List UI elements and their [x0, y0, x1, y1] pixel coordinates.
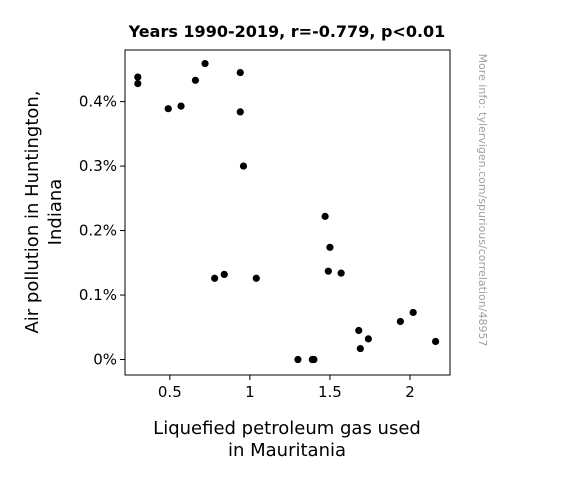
data-point [356, 344, 364, 353]
data-point [236, 68, 244, 77]
data-point [294, 355, 302, 364]
x-tick-label: 2 [405, 383, 415, 401]
chart-title: Years 1990-2019, r=-0.779, p<0.01 [128, 22, 446, 41]
plot-frame [124, 49, 451, 376]
data-point [337, 269, 345, 277]
data-point [220, 270, 228, 279]
data-point [236, 108, 244, 116]
data-point [134, 79, 142, 88]
data-point [201, 59, 209, 68]
watermark-text: More info: tylervigen.com/spurious/corre… [476, 54, 489, 347]
x-tick-label: 1 [245, 383, 255, 401]
data-point [355, 326, 363, 335]
y-tick-label: 0.4% [79, 93, 117, 111]
data-point [396, 317, 404, 326]
y-tick-label: 0.1% [79, 286, 117, 304]
x-axis-label: Liquefied petroleum gas used in Mauritan… [153, 418, 421, 461]
data-point [409, 308, 417, 317]
x-tick-label: 0.5 [158, 383, 182, 401]
data-point [191, 76, 200, 84]
x-axis-label-line-2: in Mauritania [228, 440, 346, 461]
data-point [211, 274, 219, 282]
x-axis-label-line-1: Liquefied petroleum gas used [153, 418, 421, 439]
data-point [364, 335, 372, 343]
y-axis-label: Air pollution in Huntington, Indiana [22, 90, 66, 333]
data-point [177, 102, 185, 110]
data-point [164, 105, 172, 113]
data-point [252, 274, 260, 282]
x-tick-label: 1.5 [318, 383, 342, 401]
y-tick-label: 0.2% [79, 222, 117, 240]
data-points [134, 59, 440, 364]
data-point [239, 162, 248, 170]
data-point [326, 243, 334, 251]
y-tick-label: 0.3% [79, 157, 117, 175]
y-axis-ticks: 0% 0.1% 0.2% 0.3% 0.4% [79, 93, 125, 369]
data-point [321, 212, 329, 220]
y-tick-label: 0% [93, 351, 117, 369]
x-axis-ticks: 0.5 1 1.5 2 [158, 375, 415, 401]
data-point [134, 73, 142, 81]
y-axis-label-line-1: Air pollution in Huntington, [22, 90, 43, 333]
data-point [310, 355, 318, 364]
data-point [431, 337, 440, 346]
y-axis-label-line-2: Indiana [45, 179, 66, 246]
data-point [324, 267, 332, 275]
